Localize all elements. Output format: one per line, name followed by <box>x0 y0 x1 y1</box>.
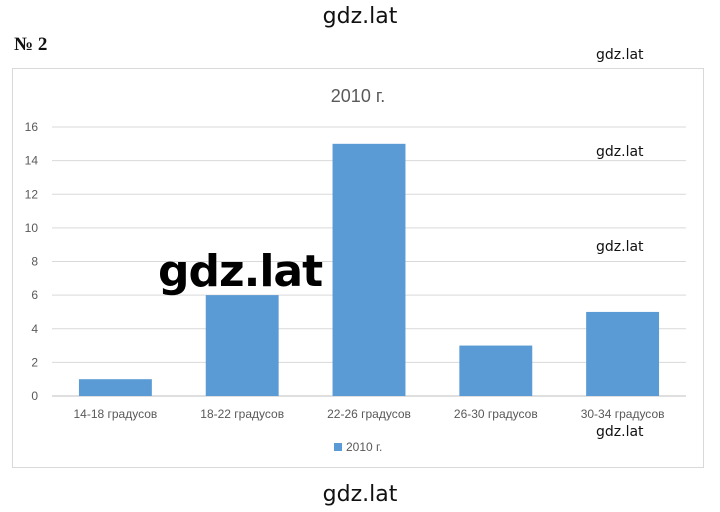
header-watermark: gdz.lat <box>322 4 398 29</box>
y-tick-label: 0 <box>31 389 38 403</box>
chart-title: 2010 г. <box>331 86 385 106</box>
watermark-side-3: gdz.lat <box>596 239 644 255</box>
footer-watermark: gdz.lat <box>322 482 398 507</box>
bar <box>205 295 279 396</box>
x-tick-label: 14-18 градусов <box>73 407 157 421</box>
legend-label: 2010 г. <box>346 440 382 454</box>
chart-frame <box>12 68 704 468</box>
x-tick-label: 18-22 градусов <box>200 407 284 421</box>
bar <box>78 379 152 396</box>
bars <box>78 143 660 396</box>
y-tick-label: 8 <box>31 255 38 269</box>
x-tick-label: 26-30 градусов <box>454 407 538 421</box>
y-tick-label: 16 <box>25 120 39 134</box>
y-tick-label: 12 <box>25 187 39 201</box>
y-tick-label: 2 <box>31 355 38 369</box>
bar <box>459 345 533 396</box>
watermark-big: gdz.lat <box>158 246 323 297</box>
y-tick-label: 14 <box>25 154 39 168</box>
legend: 2010 г. <box>334 440 382 454</box>
bar <box>586 311 660 396</box>
watermark-side-2: gdz.lat <box>596 144 644 160</box>
y-tick-label: 4 <box>31 322 38 336</box>
legend-swatch <box>334 443 342 451</box>
y-tick-label: 10 <box>25 221 39 235</box>
x-axis-ticks: 14-18 градусов 18-22 градусов 22-26 градус… <box>73 407 664 421</box>
y-tick-label: 6 <box>31 288 38 302</box>
watermark-side-4: gdz.lat <box>596 424 644 440</box>
bar <box>332 143 406 396</box>
task-number: № 2 <box>14 34 48 55</box>
y-axis-ticks: 0 2 4 6 8 10 12 14 16 <box>25 120 39 403</box>
x-tick-label: 30-34 градусов <box>581 407 665 421</box>
watermark-side-1: gdz.lat <box>596 47 644 63</box>
x-tick-label: 22-26 градусов <box>327 407 411 421</box>
